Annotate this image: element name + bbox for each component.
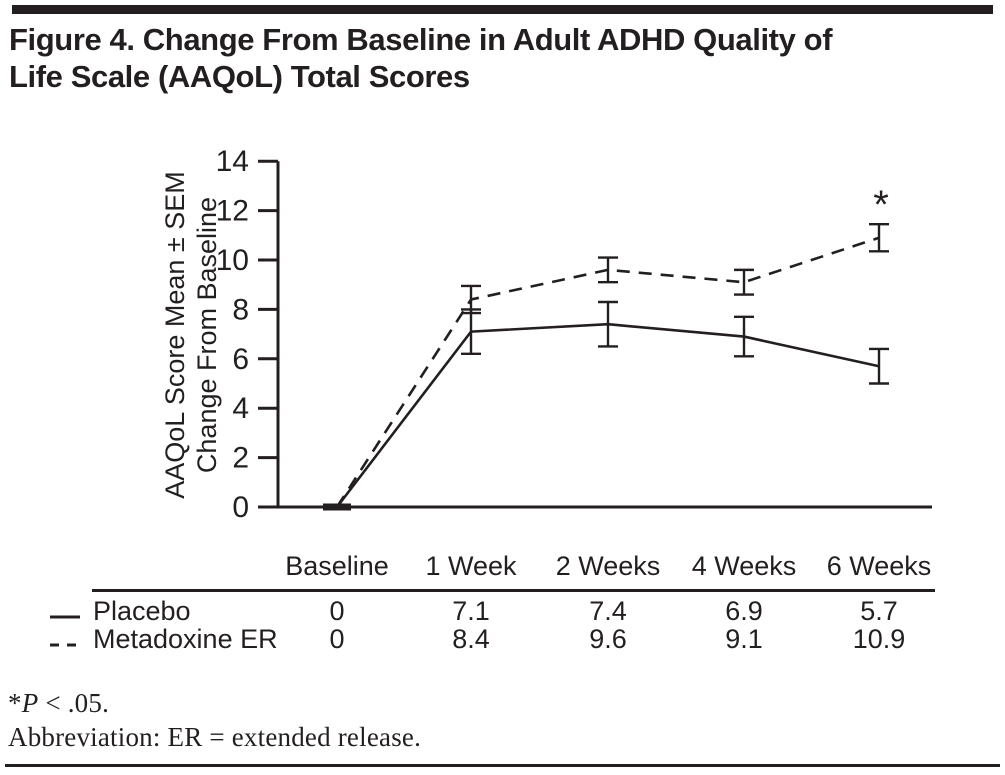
significance-threshold: < .05. [38, 688, 110, 718]
abbreviation-note: Abbreviation: ER = extended release. [8, 722, 422, 752]
series-placebo [335, 300, 889, 508]
table-column-header-6weeks: 6 Weeks [826, 551, 932, 581]
table-cell: 10.9 [852, 624, 906, 654]
significance-note: *P < .05. [8, 688, 109, 719]
y-tick-label: 4 [232, 392, 249, 425]
y-axis-ticks: 0 2 4 6 8 10 12 14 [216, 145, 278, 524]
figure-title-line1: Figure 4. Change From Baseline in Adult … [9, 22, 833, 57]
metadoxine-dashed-line-key-icon [50, 636, 82, 654]
figure-title-line2: Life Scale (AAQoL) Total Scores [9, 59, 470, 94]
table-cell: 0 [329, 596, 345, 626]
table-cell: 8.4 [452, 624, 490, 654]
placebo-solid-line-key-icon [50, 608, 80, 626]
svg-text:AAQoL Score Mean ± SEM: AAQoL Score Mean ± SEM [160, 171, 190, 498]
table-cell: 5.7 [860, 596, 898, 626]
y-tick-label: 2 [232, 442, 249, 475]
series-label-metadoxine-er: Metadoxine ER [93, 624, 278, 654]
axes [276, 161, 932, 509]
table-cell: 0 [329, 624, 345, 654]
table-column-header-baseline: Baseline [285, 551, 389, 581]
table-header-rule [92, 589, 935, 592]
y-tick-label: 14 [216, 145, 249, 178]
significance-star: * [8, 688, 22, 718]
table-cell: 7.1 [452, 596, 490, 626]
significance-p-symbol: P [21, 688, 39, 718]
figure-title: Figure 4. Change From Baseline in Adult … [9, 21, 833, 95]
y-tick-label: 10 [216, 244, 249, 277]
y-tick-label: 8 [232, 293, 249, 326]
y-tick-label: 0 [232, 491, 249, 524]
table-column-header-2weeks: 2 Weeks [555, 551, 661, 581]
bottom-rule [5, 764, 1000, 767]
table-cell: 6.9 [725, 596, 763, 626]
top-rule [12, 5, 993, 14]
y-tick-label: 6 [232, 343, 249, 376]
table-cell: 7.4 [589, 596, 627, 626]
series-metadoxine-er [335, 222, 889, 508]
table-column-header-4weeks: 4 Weeks [691, 551, 797, 581]
y-axis-label: AAQoL Score Mean ± SEM Change From Baseli… [160, 171, 222, 498]
y-tick-label: 12 [216, 195, 249, 228]
table-cell: 9.1 [725, 624, 763, 654]
significance-asterisk: * [873, 183, 889, 227]
table-cell: 9.6 [589, 624, 627, 654]
series-label-placebo: Placebo [93, 596, 191, 626]
table-column-header-1week: 1 Week [425, 551, 517, 581]
svg-text:Change From Baseline: Change From Baseline [192, 197, 222, 473]
